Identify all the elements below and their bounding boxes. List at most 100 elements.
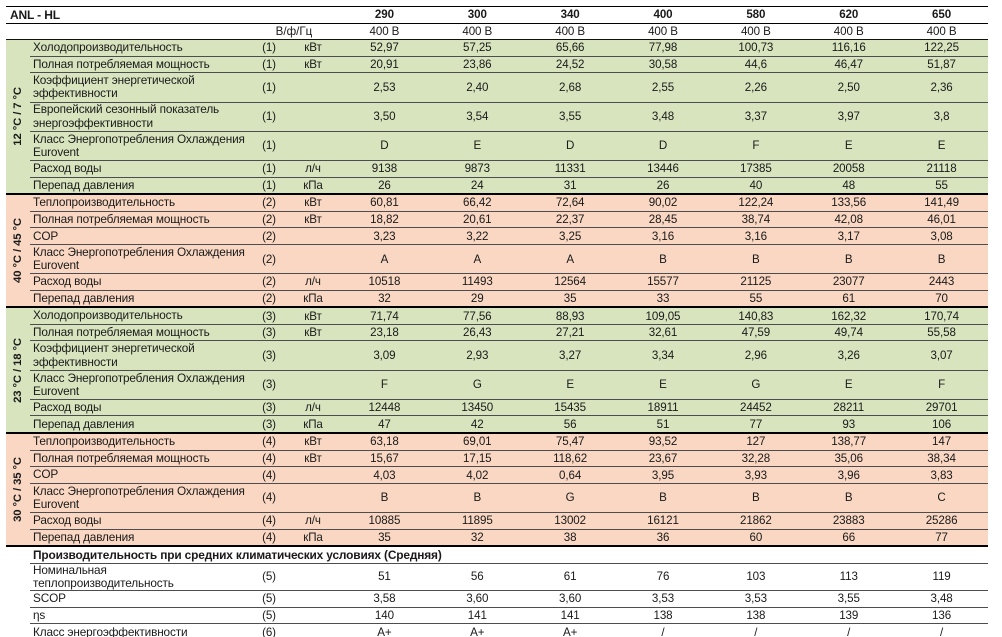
value-cell: 13446 [647, 162, 679, 176]
value-cell: E [473, 139, 482, 153]
value-cell: 52,97 [370, 41, 399, 55]
param-label: Теплопроизводительность [33, 434, 176, 449]
value-cell: D [658, 139, 668, 153]
value-cell: 51 [656, 417, 670, 431]
param-label: Коэффициент энергетической эффективности [33, 341, 195, 369]
value-cell: 2,68 [559, 80, 582, 94]
model-number: 290 [374, 8, 394, 22]
value-cell: 77 [935, 530, 948, 544]
value-cell: 24452 [739, 401, 772, 415]
table-row: ηs (5) 140 141 141 138 138 139 136 [30, 606, 988, 624]
side-temp-strip [6, 547, 30, 637]
param-label: Перепад давления [33, 290, 135, 305]
model-number: 400 [653, 8, 673, 22]
value-cell: 29 [470, 291, 484, 305]
value-cell: 100,73 [738, 41, 774, 55]
param-label: Класс энергоэффективности [33, 624, 188, 637]
value-cell: 119 [932, 570, 951, 584]
value-cell: 72,64 [555, 196, 585, 210]
table-row: COP (4) 4,03 4,02 0,64 3,95 3,93 3,96 3,83 [30, 466, 988, 483]
value-cell: E [844, 139, 853, 153]
unit-label: кВт [304, 435, 322, 449]
value-cell: B [844, 491, 853, 505]
footnote-ref: (4) [262, 435, 276, 449]
section-rows: Холодопроизводительность (1) кВт 52,97 57,25… [30, 40, 988, 193]
value-cell: 3,16 [744, 229, 767, 243]
table-row: Теплопроизводительность (4) кВт 63,18 69,01 7… [30, 434, 988, 450]
value-cell: 9138 [371, 162, 398, 176]
value-cell: G [472, 378, 482, 392]
value-cell: A [566, 252, 574, 266]
value-cell: 88,93 [555, 309, 585, 323]
value-cell: 38 [563, 530, 577, 544]
value-cell: 63,18 [370, 435, 399, 449]
value-cell: 30,58 [648, 58, 678, 72]
voltage-value: 400 В [369, 24, 400, 38]
value-cell: 2,53 [373, 80, 396, 94]
value-cell: 122,24 [738, 196, 774, 210]
value-cell: 138,77 [831, 435, 867, 449]
table-row: Расход воды (4) л/ч 10885 11895 13002 16121 218… [30, 512, 988, 529]
value-cell: E [937, 139, 946, 153]
param-label: Класс Энергопотребления Охлаждения Eurov… [33, 370, 245, 398]
value-cell: 56 [470, 570, 484, 584]
side-temp-label: 40 °C / 45 °C [12, 218, 24, 284]
value-cell: 2443 [928, 275, 955, 289]
section-rows: Холодопроизводительность (3) кВт 71,74 77,56… [30, 308, 988, 432]
footnote-ref: (2) [262, 291, 276, 305]
value-cell: 3,55 [559, 110, 582, 124]
table-row: Номинальная теплопроизводительность (5) 51… [30, 562, 988, 590]
value-cell: 31 [563, 178, 577, 192]
footnote-ref: (1) [262, 58, 276, 72]
table-row: Расход воды (3) л/ч 12448 13450 15435 18911 244… [30, 398, 988, 416]
value-cell: 33 [656, 291, 670, 305]
value-cell: 139 [839, 609, 859, 623]
value-cell: 2,55 [651, 80, 675, 94]
value-cell: 15,67 [370, 451, 399, 465]
value-cell: 76 [656, 570, 670, 584]
value-cell: 106 [932, 417, 952, 431]
value-cell: 3,25 [559, 229, 582, 243]
value-cell: 3,16 [651, 229, 675, 243]
value-cell: 15435 [554, 401, 586, 415]
value-cell: 113 [839, 570, 858, 584]
value-cell: 23077 [832, 275, 865, 289]
value-cell: 61 [563, 570, 577, 584]
unit-label: л/ч [305, 514, 321, 528]
value-cell: 47,59 [741, 326, 771, 340]
section: 30 °C / 35 °C Теплопроизводительность (4) к… [6, 432, 988, 546]
footnote-ref: (1) [262, 110, 276, 124]
value-cell: 0,64 [559, 468, 582, 482]
value-cell: 10885 [368, 514, 401, 528]
value-cell: 35 [378, 530, 391, 544]
footnote-ref: (2) [262, 275, 276, 289]
value-cell: 2,40 [466, 80, 489, 94]
table-row: Перепад давления (1) кПа 26 24 31 26 40 48 55 [30, 176, 988, 194]
value-cell: 32,28 [741, 451, 771, 465]
value-cell: G [751, 378, 761, 392]
param-label: SCOP [33, 591, 66, 606]
value-cell: E [659, 378, 667, 392]
section: 40 °C / 45 °C Теплопроизводительность (2) к… [6, 193, 988, 307]
value-cell: 11895 [461, 514, 493, 528]
section: 12 °C / 7 °C Холодопроизводительность (1) к… [6, 40, 988, 194]
value-cell: 3,58 [373, 592, 396, 606]
value-cell: 38,74 [741, 213, 771, 227]
value-cell: 35,06 [834, 451, 863, 465]
value-cell: 24,52 [555, 58, 585, 72]
value-cell: 93,52 [648, 435, 678, 449]
value-cell: 138 [746, 609, 766, 623]
footnote-ref: (3) [262, 401, 276, 415]
footnote-ref: (4) [262, 451, 276, 465]
table-row: Перепад давления (2) кПа 32 29 35 33 55 61 70 [30, 289, 988, 307]
value-cell: 27,21 [555, 326, 585, 340]
value-cell: 18911 [647, 401, 679, 415]
value-cell: 32,61 [648, 326, 678, 340]
model-number: 580 [746, 8, 766, 22]
value-cell: D [380, 139, 389, 153]
value-cell: 56 [563, 417, 577, 431]
side-temp-strip: 30 °C / 35 °C [6, 434, 30, 545]
value-cell: 12564 [554, 275, 586, 289]
unit-label: кПа [303, 178, 323, 192]
unit-label: кВт [304, 196, 322, 210]
